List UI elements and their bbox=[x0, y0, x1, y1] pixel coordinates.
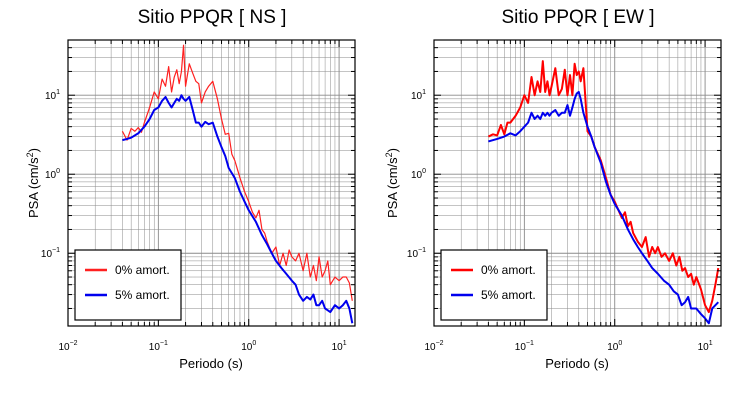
gridlines bbox=[67, 39, 355, 326]
chart-panel-ns: Sitio PPQR [ NS ] 10−2 10−1 100 10110−11001… bbox=[25, 7, 356, 371]
chart-title: Sitio PPQR [ EW ] bbox=[501, 7, 654, 28]
chart-panel-ew: Sitio PPQR [ EW ] 10−2 10−1 100 10110−11001… bbox=[384, 7, 722, 371]
x-tick-label: 101 bbox=[332, 340, 347, 353]
series-line-undamped bbox=[121, 44, 353, 301]
legend-label: 5% amort. bbox=[115, 288, 170, 302]
x-axis-label: Periodo (s) bbox=[179, 356, 243, 371]
x-tick-label: 100 bbox=[607, 340, 622, 353]
x-tick-label: 100 bbox=[241, 340, 256, 353]
tick-labels: 10−2 10−1 100 101 10−1 100 101 bbox=[407, 89, 713, 353]
y-tick-label: 100 bbox=[45, 168, 60, 181]
legend-label: 0% amort. bbox=[115, 263, 170, 277]
y-tick-label: 101 bbox=[411, 89, 426, 102]
series-line-damped bbox=[488, 90, 720, 325]
tick-marks bbox=[67, 39, 355, 326]
series-line-damped bbox=[122, 94, 354, 324]
y-axis-label: PSA (cm/s2) bbox=[384, 148, 400, 218]
legend-label: 5% amort. bbox=[481, 288, 536, 302]
series-lines bbox=[121, 44, 354, 324]
legend: 0% amort. 5% amort. bbox=[74, 249, 182, 321]
legend: 0% amort. 5% amort. bbox=[440, 249, 548, 321]
legend-label: 0% amort. bbox=[481, 263, 536, 277]
x-tick-label: 10−2 bbox=[424, 340, 443, 353]
tick-marks bbox=[433, 39, 721, 326]
plot-frame bbox=[433, 39, 722, 327]
x-tick-label: 101 bbox=[698, 340, 713, 353]
y-tick-label: 10−1 bbox=[407, 247, 426, 260]
chart-title: Sitio PPQR [ NS ] bbox=[138, 7, 287, 28]
x-tick-label: 10−1 bbox=[149, 340, 168, 353]
y-axis-label: PSA (cm/s2) bbox=[25, 148, 41, 218]
x-tick-label: 10−2 bbox=[58, 340, 77, 353]
tick-labels: 10−2 10−1 100 101 10−1 100 101 bbox=[41, 89, 347, 353]
y-tick-label: 101 bbox=[45, 89, 60, 102]
y-tick-label: 10−1 bbox=[41, 247, 60, 260]
plot-frame bbox=[67, 39, 356, 327]
legend-box bbox=[440, 249, 548, 321]
y-tick-label: 100 bbox=[411, 168, 426, 181]
x-tick-label: 10−1 bbox=[515, 340, 534, 353]
legend-box bbox=[74, 249, 182, 321]
x-axis-label: Periodo (s) bbox=[545, 356, 609, 371]
series-lines bbox=[487, 60, 720, 325]
